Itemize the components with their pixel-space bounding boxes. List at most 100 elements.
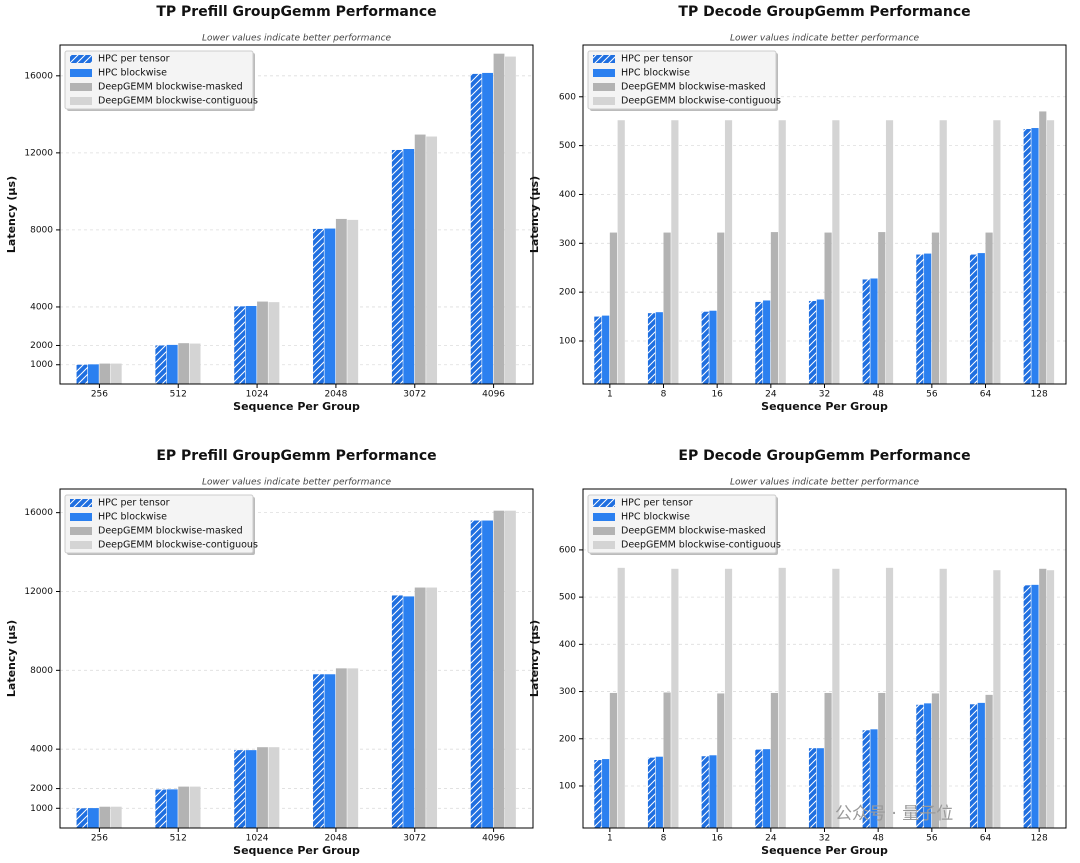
- bar: [663, 692, 671, 828]
- bar: [189, 343, 201, 384]
- bar: [335, 668, 347, 828]
- y-tick-label: 200: [559, 734, 576, 744]
- x-tick-label: 1: [607, 834, 613, 844]
- bar: [602, 759, 610, 828]
- bar: [993, 120, 1001, 384]
- bar: [832, 120, 840, 384]
- x-tick-label: 16: [711, 390, 723, 400]
- bar: [391, 149, 403, 384]
- bar: [482, 520, 493, 828]
- legend-swatch: [593, 527, 615, 535]
- chart-title: EP Decode GroupGemm Performance: [678, 448, 970, 464]
- x-axis-label: Sequence Per Group: [233, 844, 360, 857]
- bar: [493, 53, 505, 385]
- legend: [587, 50, 777, 110]
- bar: [878, 232, 886, 384]
- legend-label: HPC blockwise: [621, 512, 690, 523]
- chart-subtitle: Lower values indicate better performance: [202, 34, 392, 44]
- bar: [87, 364, 99, 384]
- legend-swatch: [70, 541, 92, 549]
- y-tick-label: 200: [559, 288, 576, 298]
- legend-label: HPC blockwise: [621, 68, 690, 79]
- bar: [977, 702, 985, 828]
- bar: [426, 587, 438, 828]
- bar: [824, 232, 832, 384]
- legend-label: DeepGEMM blockwise-masked: [98, 82, 243, 93]
- y-tick-label: 100: [559, 781, 576, 791]
- legend-swatch: [593, 97, 615, 105]
- x-axis-label: Sequence Per Group: [761, 400, 888, 413]
- bar: [1023, 585, 1031, 828]
- y-tick-label: 16000: [24, 71, 53, 81]
- bar: [505, 510, 516, 828]
- x-tick-label: 512: [170, 390, 187, 400]
- y-tick-label: 600: [559, 545, 576, 555]
- bar: [763, 749, 771, 828]
- bar: [709, 310, 717, 384]
- bar: [609, 232, 618, 384]
- y-tick-label: 500: [559, 141, 576, 151]
- x-tick-label: 8: [661, 390, 667, 400]
- bar: [313, 228, 324, 384]
- chart-title: TP Decode GroupGemm Performance: [678, 4, 970, 20]
- bar: [609, 692, 618, 828]
- legend-label: HPC per tensor: [621, 498, 693, 509]
- x-tick-label: 256: [91, 390, 108, 400]
- legend-swatch: [593, 499, 615, 507]
- bar: [717, 693, 725, 828]
- y-tick-label: 8000: [30, 225, 53, 235]
- bar: [885, 567, 894, 828]
- bar: [87, 808, 99, 828]
- y-tick-label: 12000: [24, 148, 53, 158]
- x-tick-label: 512: [170, 834, 187, 844]
- bar: [166, 344, 178, 384]
- x-tick-label: 56: [926, 834, 938, 844]
- x-tick-label: 256: [91, 834, 108, 844]
- x-tick-label: 1: [607, 390, 613, 400]
- bar: [470, 73, 482, 385]
- y-tick-label: 500: [559, 593, 576, 603]
- x-tick-label: 8: [661, 834, 667, 844]
- legend-swatch: [70, 527, 92, 535]
- y-axis-label: Latency (μs): [528, 176, 541, 253]
- y-axis-label: Latency (μs): [5, 620, 18, 697]
- plot-frame: [582, 44, 1067, 385]
- bar: [717, 232, 725, 384]
- bar: [1046, 120, 1055, 384]
- bar: [763, 300, 771, 384]
- bar: [166, 789, 178, 828]
- bar: [931, 232, 940, 384]
- bar: [414, 587, 426, 828]
- bar: [969, 704, 978, 828]
- legend-swatch: [70, 97, 92, 105]
- legend: [64, 494, 254, 554]
- bar: [816, 299, 824, 384]
- bar: [977, 253, 985, 384]
- bar: [816, 748, 824, 828]
- bar: [770, 232, 779, 384]
- bar: [347, 668, 359, 828]
- bar: [655, 756, 663, 828]
- bar: [617, 567, 625, 828]
- bar: [1031, 584, 1039, 828]
- bar: [724, 568, 733, 828]
- y-tick-label: 8000: [30, 666, 53, 676]
- bar: [268, 302, 280, 384]
- bar: [403, 596, 415, 828]
- bar: [1031, 128, 1039, 384]
- y-tick-label: 1000: [30, 360, 53, 370]
- y-tick-label: 2000: [30, 341, 53, 351]
- bar: [391, 595, 403, 828]
- bar: [778, 120, 786, 384]
- bar: [110, 363, 122, 384]
- x-tick-label: 1024: [246, 390, 269, 400]
- bar: [870, 729, 878, 828]
- x-tick-label: 24: [765, 834, 777, 844]
- chart-title: TP Prefill GroupGemm Performance: [156, 4, 436, 20]
- bar: [924, 703, 932, 828]
- x-tick-label: 128: [1031, 834, 1048, 844]
- bar: [403, 149, 415, 384]
- bar: [414, 134, 426, 384]
- legend-swatch: [593, 83, 615, 91]
